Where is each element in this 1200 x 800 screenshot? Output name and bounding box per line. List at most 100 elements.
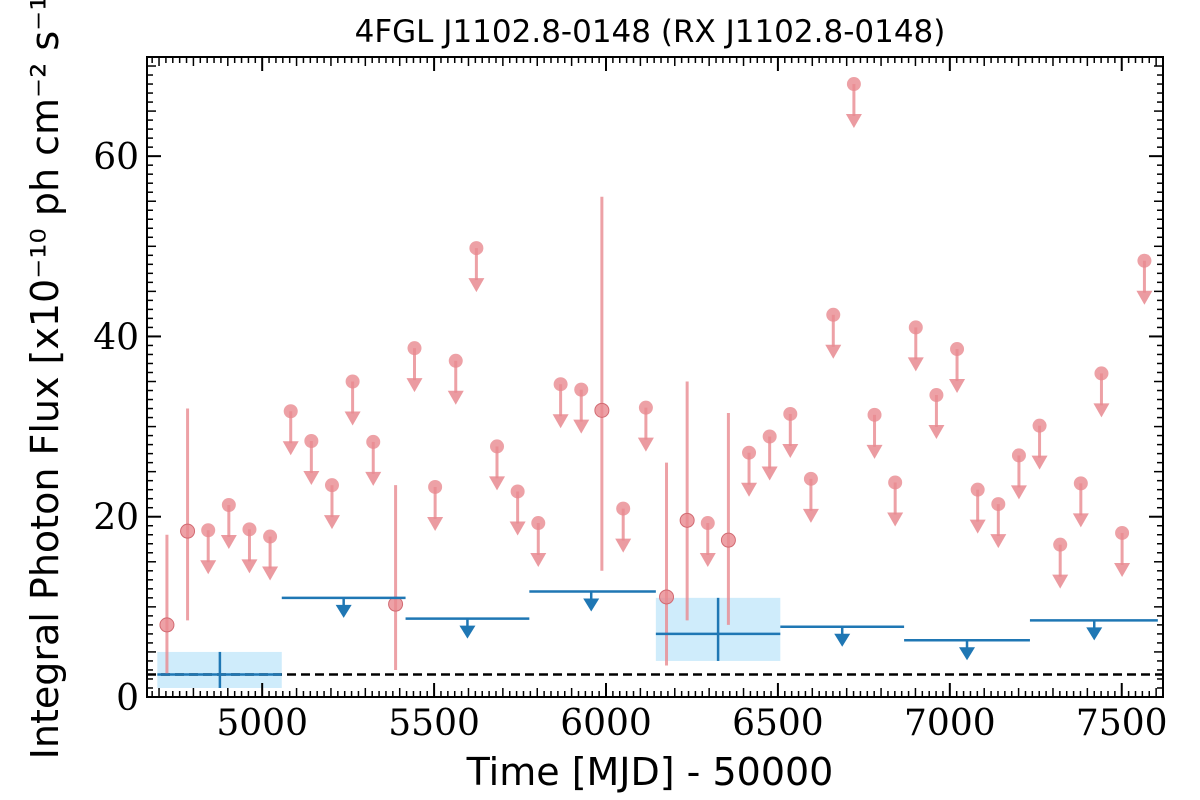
short-bin-limit-point (950, 342, 965, 357)
short-bin-point (679, 512, 695, 528)
short-bin-limit-arrow (928, 425, 945, 440)
x-axis-label: Time [MJD] - 50000 (466, 750, 834, 794)
long-bin-limit-arrow (834, 633, 851, 647)
long-bin-limit-arrow (583, 598, 600, 612)
x-tick-label: 7500 (1076, 703, 1168, 744)
short-bin-limit-arrow (615, 538, 632, 553)
y-tick-label: 0 (116, 678, 139, 719)
short-bin-limit-point (783, 406, 798, 421)
short-bin-limit-arrow (303, 471, 320, 485)
x-tick-label: 6000 (560, 703, 652, 744)
short-bin-limit-point (1094, 366, 1109, 381)
short-bin-limit-point (970, 482, 985, 497)
short-bin-limit-point (366, 434, 381, 449)
x-tick-label: 5500 (388, 703, 480, 744)
short-bin-limit-point (638, 400, 653, 415)
short-bin-limit-arrow (365, 471, 382, 486)
short-bin-limit-arrow (220, 535, 237, 549)
short-bin-limit-point (201, 523, 216, 538)
short-bin-limit-point (490, 439, 505, 454)
short-bin-limit-point (428, 479, 443, 494)
short-bin-limit-arrow (1093, 403, 1110, 418)
short-bin-limit-arrow (949, 379, 966, 394)
short-bin-limit-arrow (447, 390, 464, 405)
short-bin-limit-arrow (323, 515, 340, 530)
short-bin-limit-arrow (468, 278, 485, 293)
short-bin-series (159, 77, 1153, 675)
short-bin-limit-point (263, 529, 278, 544)
short-bin-limit-point (469, 241, 484, 256)
short-bin-point (180, 523, 196, 539)
short-bin-limit-point (324, 478, 339, 493)
long-bin-limit-arrow (1086, 627, 1103, 641)
short-bin-limit-point (1073, 476, 1088, 491)
short-bin-limit-point (407, 341, 422, 356)
short-bin-limit-point (991, 497, 1006, 512)
short-bin-limit-point (929, 388, 944, 403)
short-bin-point (720, 532, 736, 548)
short-bin-limit-point (700, 516, 715, 531)
short-bin-limit-arrow (1031, 455, 1048, 470)
long-bin-series (157, 590, 1158, 688)
tick-labels: 5000 5500 6000 6500 7000 7500 0 20 40 60 (93, 137, 1167, 744)
short-bin-limit-arrow (761, 466, 778, 481)
short-bin-limit-point (616, 501, 631, 516)
short-bin-limit-point (1137, 253, 1152, 268)
short-bin-limit-arrow (427, 516, 444, 531)
short-bin-limit-point (846, 77, 861, 92)
long-bin-limit-arrow (459, 625, 476, 639)
y-tick-label: 20 (93, 498, 139, 539)
x-tick-label: 5000 (216, 703, 308, 744)
short-bin-limit-point (1115, 525, 1130, 540)
short-bin-limit-point (803, 471, 818, 486)
y-axis-label: Integral Photon Flux [x10⁻¹⁰ ph cm⁻² s⁻¹… (23, 0, 67, 759)
short-bin-limit-point (221, 498, 236, 512)
short-bin-point (159, 617, 175, 633)
short-bin-limit-arrow (1010, 485, 1027, 500)
short-bin-limit-arrow (845, 114, 862, 129)
short-bin-limit-point (826, 307, 841, 322)
short-bin-point (659, 589, 675, 605)
short-bin-limit-arrow (825, 344, 842, 359)
short-bin-limit-arrow (782, 443, 799, 458)
short-bin-limit-arrow (1114, 562, 1131, 577)
short-bin-limit-arrow (573, 419, 590, 434)
short-bin-limit-arrow (969, 519, 986, 534)
short-bin-limit-point (1032, 418, 1047, 433)
short-bin-limit-arrow (200, 560, 217, 575)
plot-frame (146, 56, 1164, 698)
short-bin-limit-arrow (1072, 513, 1089, 528)
axis-ticks (147, 56, 1164, 698)
short-bin-limit-arrow (637, 437, 654, 452)
short-bin-limit-arrow (802, 508, 819, 523)
short-bin-limit-point (1053, 537, 1068, 552)
short-bin-limit-arrow (866, 444, 883, 459)
long-bin-limit-arrow (335, 604, 352, 618)
x-tick-label: 6500 (732, 703, 824, 744)
short-bin-limit-point (908, 320, 923, 335)
short-bin-limit-point (531, 516, 546, 531)
short-bin-limit-arrow (699, 553, 716, 568)
short-bin-limit-point (574, 382, 589, 397)
short-bin-limit-point (888, 475, 903, 490)
short-bin-limit-arrow (907, 357, 924, 372)
short-bin-limit-arrow (344, 411, 361, 426)
short-bin-limit-point (1011, 448, 1026, 463)
short-bin-limit-point (345, 374, 360, 389)
short-bin-limit-arrow (509, 521, 526, 536)
short-bin-limit-arrow (741, 482, 758, 497)
short-bin-limit-arrow (262, 566, 279, 581)
short-bin-limit-arrow (1136, 290, 1153, 305)
short-bin-limit-arrow (241, 559, 258, 574)
short-bin-limit-arrow (530, 553, 547, 568)
short-bin-limit-point (448, 353, 463, 368)
short-bin-limit-point (553, 377, 568, 392)
short-bin-limit-arrow (489, 476, 506, 491)
short-bin-limit-point (510, 484, 525, 499)
short-bin-limit-arrow (990, 534, 1007, 549)
short-bin-point (594, 402, 610, 418)
short-bin-limit-point (742, 445, 757, 460)
short-bin-limit-arrow (552, 414, 569, 429)
chart-title: 4FGL J1102.8-0148 (RX J1102.8-0148) (355, 14, 946, 50)
